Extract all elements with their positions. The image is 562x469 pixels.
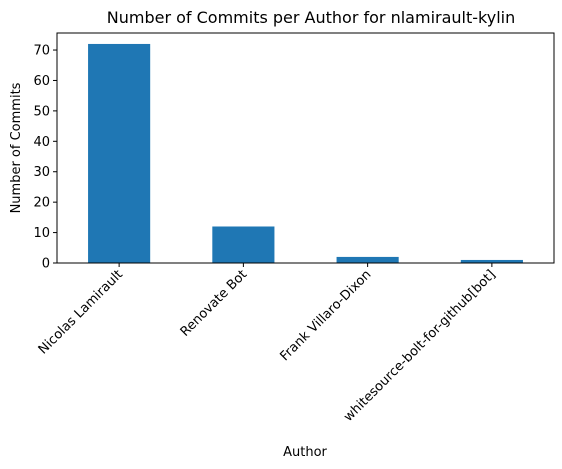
- x-tick-label-1: Renovate Bot: [178, 267, 250, 339]
- x-axis-label: Author: [283, 445, 327, 460]
- y-tick-label-5: 50: [33, 104, 50, 119]
- x-tick-label-3: whitesource-bolt-for-github[bot]: [341, 267, 499, 425]
- y-axis-label: Number of Commits: [9, 82, 24, 213]
- y-tick-label-3: 30: [33, 165, 50, 180]
- x-tick-label-0: Nicolas Lamirault: [36, 267, 126, 357]
- y-tick-label-1: 10: [33, 226, 50, 241]
- y-tick-label-4: 40: [33, 135, 50, 150]
- plot-area: Nicolas Lamirault Renovate Bot Frank Villa…: [33, 44, 522, 425]
- chart-title: Number of Commits per Author for nlamira…: [107, 8, 515, 27]
- y-tick-label-2: 20: [33, 196, 50, 211]
- x-tick-label-2: Frank Villaro-Dixon: [277, 267, 374, 364]
- y-tick-label-6: 60: [33, 74, 50, 89]
- bar-2: [337, 257, 399, 263]
- bar-0: [88, 44, 150, 263]
- y-tick-label-7: 70: [33, 44, 50, 59]
- y-tick-label-0: 0: [42, 257, 50, 272]
- bar-1: [212, 226, 274, 263]
